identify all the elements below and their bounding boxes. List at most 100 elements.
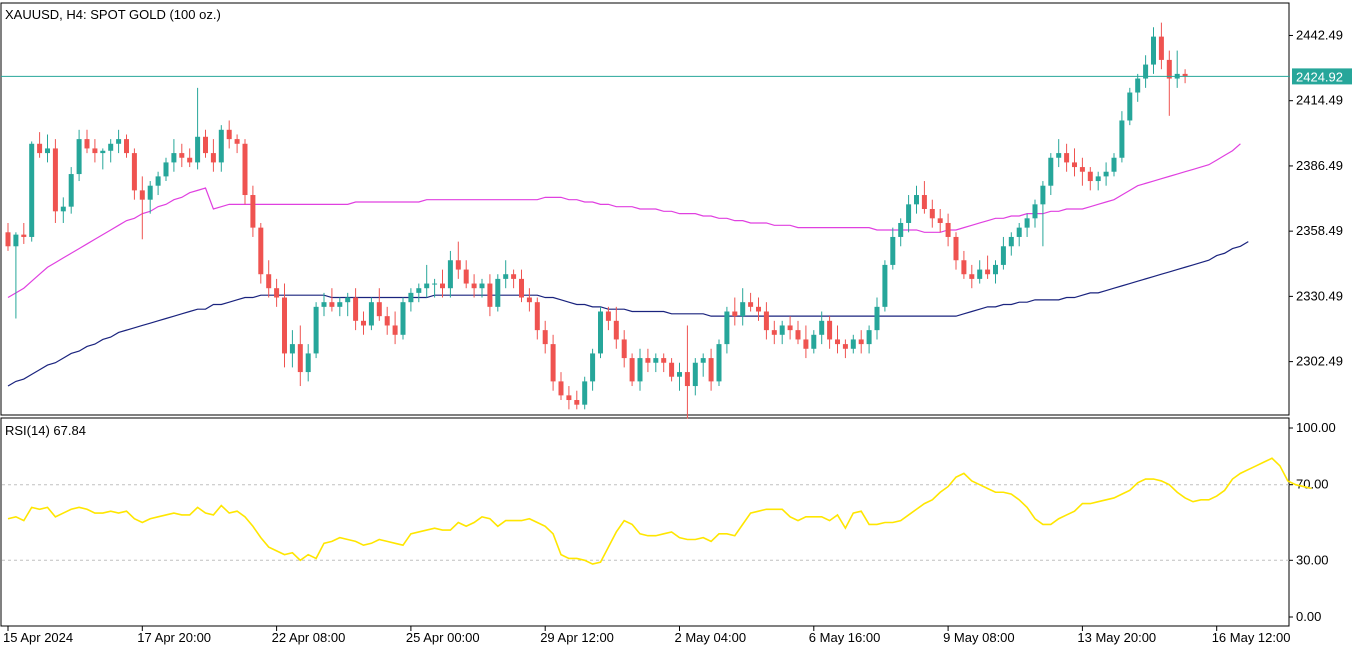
candle	[210, 139, 216, 172]
candle	[495, 274, 501, 312]
candle-body	[76, 139, 82, 175]
candle	[329, 288, 335, 312]
candle	[1174, 50, 1180, 88]
time-tick-label: 22 Apr 08:00	[272, 630, 346, 645]
candle	[21, 222, 27, 244]
rsi-tick-label: 0.00	[1296, 609, 1321, 624]
candle-body	[345, 297, 351, 303]
candle	[282, 283, 287, 368]
candle	[463, 260, 469, 289]
candle-body	[874, 306, 880, 331]
candle	[408, 288, 414, 312]
candle	[740, 288, 746, 326]
candle-body	[392, 325, 398, 335]
candle	[289, 330, 295, 368]
candle-body	[1016, 227, 1022, 237]
price-pane-frame	[0, 2, 1290, 416]
candle	[890, 227, 896, 270]
candle-body	[605, 311, 611, 321]
candle	[858, 330, 864, 354]
candle-body	[700, 358, 706, 363]
candle-body	[305, 353, 311, 373]
candle-body	[511, 274, 517, 279]
candle-body	[692, 362, 698, 387]
candle	[503, 260, 509, 289]
candle-body	[771, 330, 777, 335]
candle-body	[1103, 171, 1109, 177]
candle	[629, 353, 635, 387]
candle-body	[139, 190, 145, 200]
candle-body	[416, 288, 422, 293]
candle-body	[226, 129, 232, 140]
candle	[993, 260, 998, 284]
candle	[1016, 222, 1022, 247]
time-tick-label: 9 May 08:00	[943, 630, 1015, 645]
candle	[124, 134, 129, 158]
candle-body	[313, 306, 319, 354]
candle-body	[787, 325, 793, 331]
candle-body	[866, 330, 872, 345]
candle	[1008, 232, 1014, 256]
candle	[100, 148, 106, 170]
candle	[1048, 153, 1054, 196]
candle-body	[740, 302, 746, 317]
candle	[1032, 199, 1038, 228]
candle-body	[985, 269, 991, 275]
candle-body	[724, 311, 730, 345]
candle	[171, 139, 177, 172]
candle	[645, 348, 651, 373]
candle-body	[1135, 78, 1141, 93]
candle-body	[463, 269, 469, 284]
candle	[677, 362, 682, 391]
candle	[692, 358, 698, 396]
candle-body	[937, 218, 943, 223]
candle	[953, 232, 959, 270]
candle	[811, 330, 817, 354]
candle-body	[629, 358, 635, 382]
rsi-line	[7, 457, 1312, 565]
candle-body	[542, 330, 548, 345]
candle-body	[827, 320, 833, 340]
candle-body	[1182, 73, 1188, 77]
price-tick-label: 2386.49	[1296, 158, 1343, 173]
candle	[724, 306, 730, 354]
candle-body	[558, 381, 564, 396]
rsi-pane-frame	[0, 417, 1290, 627]
candle-body	[84, 139, 90, 149]
candle-body	[684, 372, 690, 387]
candle	[582, 376, 588, 410]
candle	[416, 283, 422, 303]
candle	[598, 306, 603, 359]
candle-body	[447, 260, 453, 289]
candle	[313, 302, 319, 359]
candle	[1064, 143, 1070, 172]
candle-body	[1111, 157, 1117, 172]
candle	[613, 306, 619, 349]
candle	[661, 353, 667, 373]
candle-body	[432, 283, 438, 285]
candle	[929, 199, 935, 228]
candle-body	[440, 283, 445, 289]
time-tick-label: 25 Apr 00:00	[406, 630, 480, 645]
chart-title: XAUUSD, H4: SPOT GOLD (100 oz.)	[5, 7, 221, 22]
candle-body	[195, 136, 201, 163]
candle	[716, 339, 722, 387]
candle	[850, 334, 856, 354]
candle	[440, 269, 445, 298]
candle-body	[1008, 236, 1014, 247]
price-tick-label: 2358.49	[1296, 223, 1343, 238]
candle	[550, 334, 556, 391]
candle	[487, 274, 493, 317]
candle-body	[1166, 59, 1172, 79]
candle-body	[203, 136, 208, 154]
candle-body	[969, 274, 975, 279]
candle	[526, 288, 532, 312]
candle	[985, 255, 991, 279]
time-tick-label: 16 May 12:00	[1212, 630, 1291, 645]
candle	[748, 292, 754, 312]
candle-body	[29, 143, 35, 237]
candle	[37, 132, 43, 158]
candle-body	[179, 153, 185, 158]
candle	[1135, 73, 1141, 102]
